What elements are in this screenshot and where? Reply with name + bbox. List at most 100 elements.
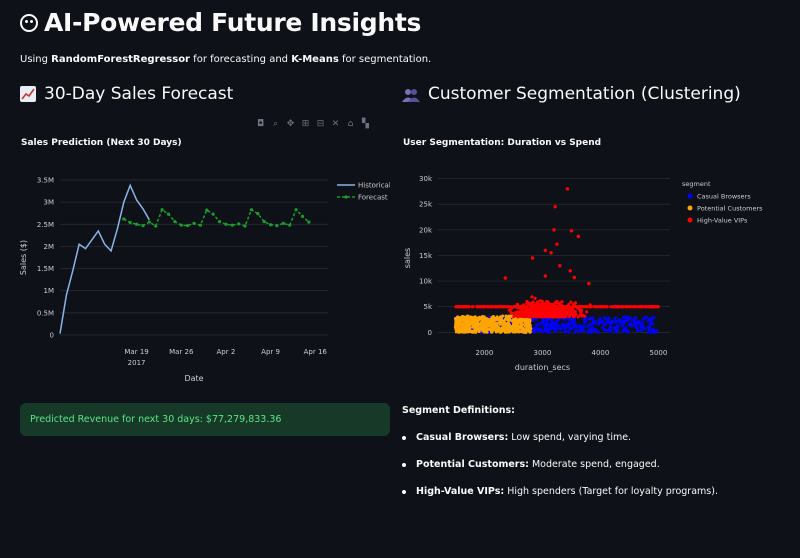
point-casual bbox=[591, 319, 595, 323]
forecast-point bbox=[237, 222, 241, 226]
predicted-revenue-alert: Predicted Revenue for next 30 days: $77,… bbox=[20, 403, 390, 436]
point-vip bbox=[533, 296, 537, 301]
point-casual bbox=[579, 328, 583, 332]
point-casual bbox=[624, 329, 628, 333]
point-potential bbox=[512, 322, 516, 326]
point-vip bbox=[581, 305, 585, 309]
point-potential bbox=[507, 318, 512, 322]
point-casual bbox=[632, 321, 636, 325]
point-potential bbox=[506, 321, 510, 325]
point-potential bbox=[485, 317, 489, 321]
point-vip bbox=[478, 305, 482, 309]
forecast-point bbox=[122, 217, 126, 221]
definition-vip: High-Value VIPs: High spenders (Target f… bbox=[402, 482, 718, 509]
point-casual bbox=[556, 319, 560, 323]
point-vip bbox=[525, 299, 529, 304]
point-casual bbox=[571, 325, 575, 329]
legend-label: Forecast bbox=[358, 194, 388, 202]
point-vip-outlier bbox=[568, 269, 572, 273]
point-casual bbox=[637, 319, 641, 323]
point-vip bbox=[543, 302, 547, 306]
x-tick-label: 4000 bbox=[591, 349, 609, 357]
point-potential bbox=[514, 318, 518, 322]
point-casual bbox=[639, 325, 643, 329]
point-vip bbox=[529, 310, 534, 315]
point-potential bbox=[469, 330, 474, 334]
forecast-point bbox=[307, 220, 311, 224]
point-potential bbox=[502, 320, 506, 324]
legend-marker bbox=[687, 193, 693, 199]
segment-definitions-list: Casual Browsers: Low spend, varying time… bbox=[402, 428, 718, 509]
point-casual bbox=[543, 327, 547, 332]
point-vip bbox=[465, 305, 469, 309]
legend-label: Historical bbox=[358, 182, 390, 190]
point-vip bbox=[633, 305, 637, 309]
series-line-historical bbox=[59, 183, 150, 334]
point-potential bbox=[525, 317, 529, 321]
point-vip bbox=[537, 303, 541, 307]
home-icon[interactable]: ⌂ bbox=[347, 119, 354, 129]
point-casual bbox=[534, 326, 538, 330]
point-potential bbox=[479, 322, 483, 326]
point-vip bbox=[530, 295, 534, 299]
point-potential bbox=[463, 325, 468, 329]
x-axis-label: duration_secs bbox=[515, 363, 570, 372]
forecast-point bbox=[134, 222, 139, 226]
point-vip bbox=[518, 306, 522, 310]
point-potential bbox=[482, 317, 486, 321]
point-vip bbox=[645, 305, 649, 309]
point-vip bbox=[557, 307, 561, 311]
legend-label: Casual Browsers bbox=[697, 193, 751, 201]
point-potential bbox=[520, 319, 524, 324]
subtitle-model-kmeans: K-Means bbox=[291, 54, 339, 65]
pan-icon[interactable]: ✥ bbox=[286, 119, 295, 129]
point-vip-outlier bbox=[569, 229, 574, 233]
zoom-icon[interactable]: ⌕ bbox=[272, 119, 279, 129]
point-potential bbox=[499, 315, 503, 319]
plotly-logo-icon[interactable]: ▚ bbox=[362, 119, 369, 129]
point-potential bbox=[515, 324, 519, 328]
point-casual bbox=[543, 322, 547, 326]
forecast-point bbox=[288, 223, 292, 227]
point-casual bbox=[598, 317, 602, 321]
point-vip bbox=[535, 306, 539, 311]
point-casual bbox=[578, 324, 582, 328]
point-vip-outlier bbox=[576, 234, 581, 239]
camera-icon[interactable]: ◘ bbox=[256, 119, 265, 129]
point-vip bbox=[550, 310, 555, 314]
point-casual bbox=[601, 319, 605, 324]
point-casual bbox=[567, 318, 571, 322]
forecast-point bbox=[243, 224, 247, 228]
forecast-chart-title: Sales Prediction (Next 30 Days) bbox=[21, 138, 182, 148]
autoscale-icon[interactable]: ✕ bbox=[331, 119, 340, 129]
zoom-in-icon[interactable]: ⊞ bbox=[301, 119, 310, 129]
point-vip bbox=[541, 304, 545, 308]
x-tick-label: Mar 19 bbox=[124, 348, 148, 356]
point-vip bbox=[507, 308, 511, 312]
forecast-chart[interactable]: 0 0.5M 1M 1.5M 2M 2.5M 3M 3.5M Mar 19 2017 Mar 26 A… bbox=[10, 150, 390, 390]
segment-definitions-title: Segment Definitions: bbox=[402, 405, 515, 416]
point-potential bbox=[463, 320, 467, 325]
point-vip-outlier bbox=[558, 263, 562, 268]
segmentation-chart[interactable]: 0 5k 10k 15k 20k 25k 30k 2000 3000 4000 5000 durati… bbox=[400, 150, 790, 390]
chart-modebar: ◘ ⌕ ✥ ⊞ ⊟ ✕ ⌂ ▚ bbox=[256, 120, 370, 129]
point-vip bbox=[600, 305, 604, 309]
point-potential bbox=[466, 330, 470, 334]
definition-casual: Casual Browsers: Low spend, varying time… bbox=[402, 428, 718, 455]
point-potential bbox=[473, 327, 477, 331]
point-vip bbox=[471, 305, 475, 309]
zoom-out-icon[interactable]: ⊟ bbox=[316, 119, 325, 129]
point-vip-outlier bbox=[543, 274, 547, 278]
x-tick-label: Apr 9 bbox=[261, 348, 280, 356]
forecast-heading: 30-Day Sales Forecast bbox=[20, 84, 233, 104]
forecast-point bbox=[205, 208, 209, 212]
forecast-point bbox=[262, 220, 266, 224]
point-vip bbox=[537, 311, 542, 316]
x-tick-label: 3000 bbox=[533, 349, 551, 357]
point-casual bbox=[550, 318, 555, 322]
point-vip bbox=[513, 311, 517, 315]
point-casual bbox=[596, 330, 601, 334]
point-casual bbox=[535, 323, 539, 327]
point-potential bbox=[454, 320, 458, 325]
legend-marker bbox=[687, 217, 693, 223]
